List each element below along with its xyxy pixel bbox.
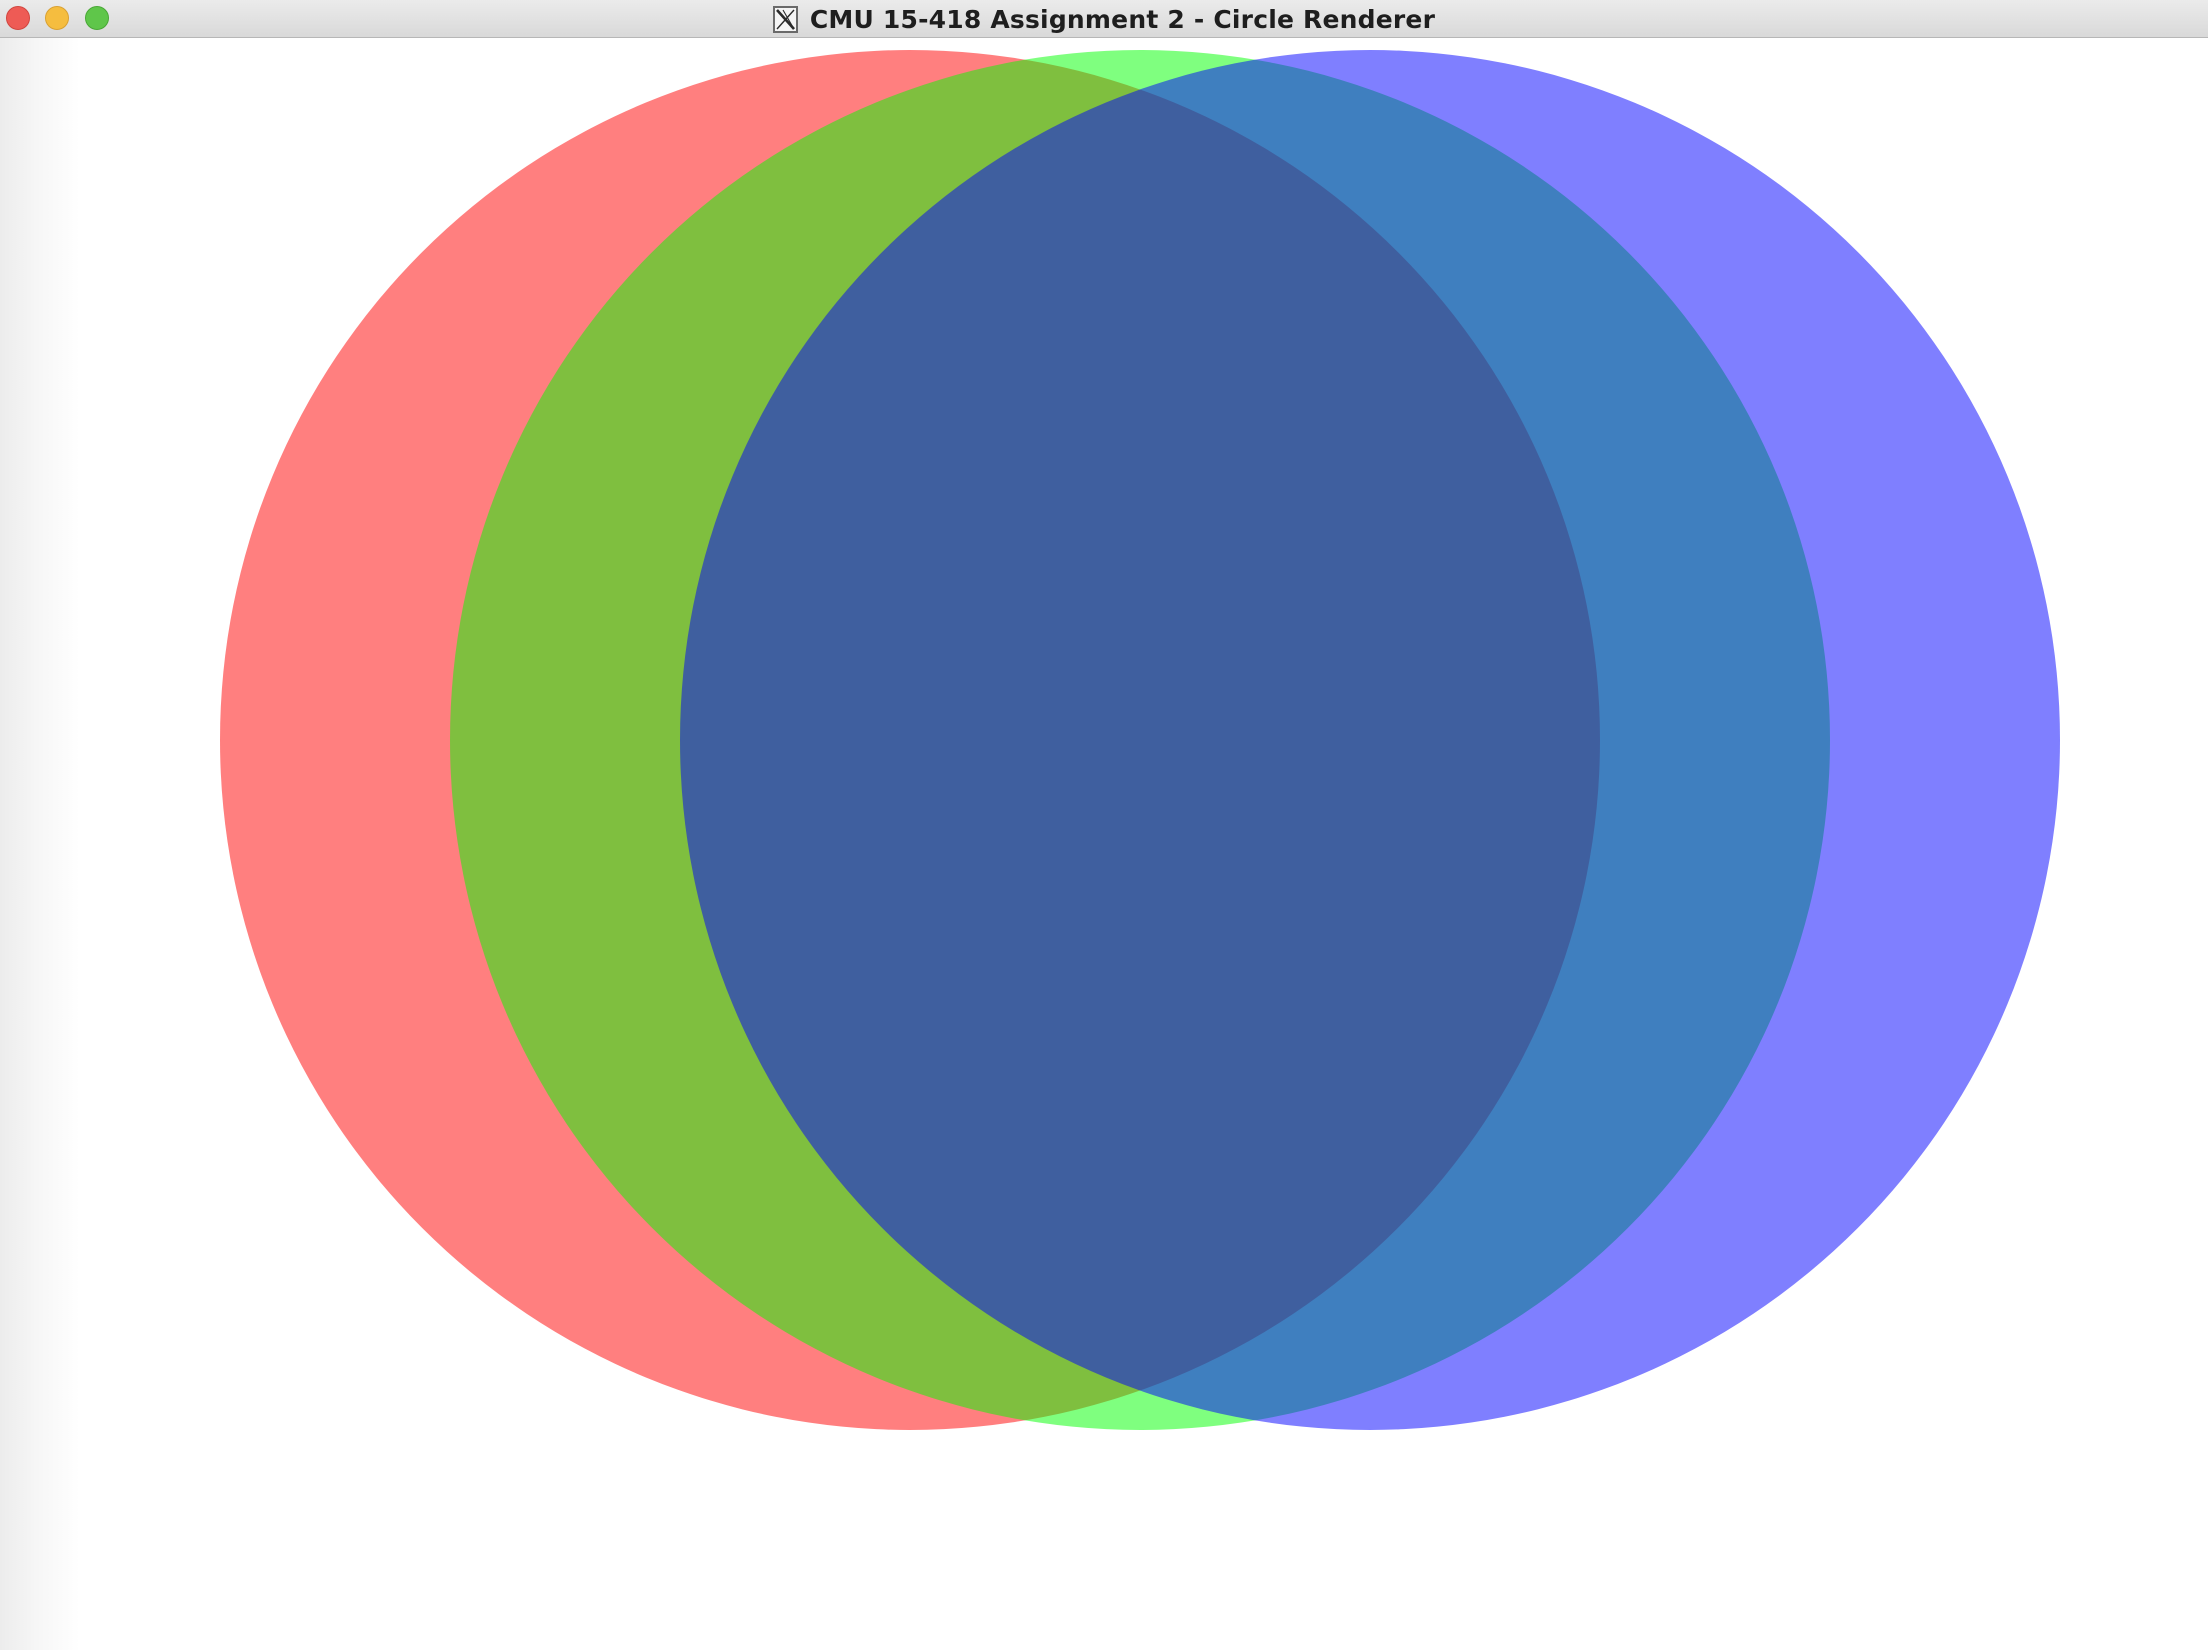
render-area[interactable] bbox=[0, 38, 2208, 1650]
minimize-button[interactable] bbox=[45, 6, 69, 30]
window-title: CMU 15-418 Assignment 2 - Circle Rendere… bbox=[809, 4, 1436, 34]
title-group: CMU 15-418 Assignment 2 - Circle Rendere… bbox=[0, 0, 2208, 38]
title-bar[interactable]: CMU 15-418 Assignment 2 - Circle Rendere… bbox=[0, 0, 2208, 38]
close-button[interactable] bbox=[6, 6, 30, 30]
x11-icon bbox=[772, 5, 798, 33]
zoom-button[interactable] bbox=[85, 6, 109, 30]
window-edge-shadow bbox=[0, 38, 80, 1650]
circle-canvas[interactable] bbox=[0, 38, 2208, 1650]
blue-circle bbox=[680, 50, 2060, 1430]
